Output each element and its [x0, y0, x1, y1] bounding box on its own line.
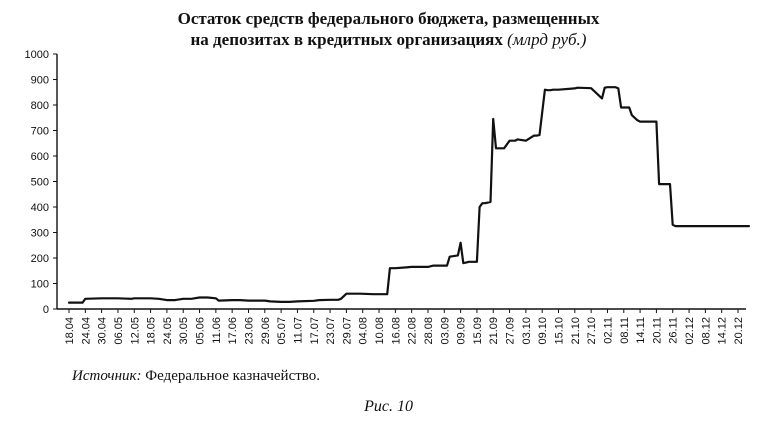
x-tick-label: 15.09 — [472, 317, 484, 345]
x-tick-label: 18.04 — [64, 317, 76, 345]
chart-title-unit: (млрд руб.) — [507, 30, 587, 49]
x-tick-label: 12.05 — [129, 317, 141, 345]
x-tick-label: 09.10 — [537, 317, 549, 345]
y-tick-label: 300 — [31, 228, 49, 240]
chart-title-line2: на депозитах в кредитных организациях (м… — [0, 29, 777, 50]
x-tick-label: 10.08 — [374, 317, 386, 345]
x-tick-label: 24.04 — [80, 317, 92, 345]
chart-title: Остаток средств федерального бюджета, ра… — [0, 8, 777, 50]
x-tick-label: 03.10 — [521, 317, 533, 345]
x-tick-label: 09.09 — [456, 317, 468, 345]
x-tick-label: 22.08 — [407, 317, 419, 345]
x-tick-label: 02.11 — [602, 317, 614, 344]
x-tick-label: 11.07 — [292, 317, 304, 344]
source-note: Источник: Федеральное казначейство. — [72, 368, 320, 385]
y-tick-label: 500 — [31, 177, 49, 189]
series-line — [67, 86, 751, 304]
x-tick-label: 03.09 — [439, 317, 451, 345]
x-tick-label: 17.07 — [309, 317, 321, 345]
chart-title-line1: Остаток средств федерального бюджета, ра… — [177, 9, 600, 28]
x-tick-label: 21.10 — [570, 317, 582, 345]
x-tick-label: 15.10 — [554, 317, 566, 345]
x-tick-label: 23.06 — [243, 317, 255, 345]
x-tick-label: 28.08 — [423, 317, 435, 345]
x-tick-label: 14.11 — [635, 317, 647, 344]
x-tick-label: 05.06 — [195, 317, 207, 345]
y-tick-label: 400 — [31, 202, 49, 214]
x-tick-label: 17.06 — [227, 317, 239, 345]
x-tick-label: 20.11 — [651, 317, 663, 344]
x-tick-label: 27.10 — [586, 317, 598, 345]
x-tick-label: 18.05 — [146, 317, 158, 345]
figure-caption: Рис. 10 — [364, 398, 413, 415]
x-tick-label: 23.07 — [325, 317, 337, 345]
x-tick-label: 29.06 — [260, 317, 272, 345]
y-tick-label: 900 — [31, 75, 49, 87]
y-tick-label: 800 — [31, 100, 49, 112]
chart-title-line2-text: на депозитах в кредитных организациях — [190, 30, 503, 49]
x-tick-label: 16.08 — [390, 317, 402, 345]
x-tick-label: 24.05 — [162, 317, 174, 345]
x-tick-label: 11.06 — [211, 317, 223, 344]
x-tick-label: 14.12 — [717, 317, 729, 345]
x-tick-label: 04.08 — [358, 317, 370, 345]
y-tick-label: 200 — [31, 253, 49, 265]
y-tick-label: 700 — [31, 126, 49, 138]
x-tick-label: 20.12 — [733, 317, 745, 345]
x-tick-label: 27.09 — [505, 317, 517, 345]
x-tick-label: 26.11 — [668, 317, 680, 344]
y-tick-label: 1000 — [25, 49, 49, 61]
y-tick-label: 100 — [31, 279, 49, 291]
source-text: Федеральное казначейство. — [141, 368, 321, 384]
x-tick-label: 02.12 — [684, 317, 696, 345]
x-tick-label: 08.11 — [619, 317, 631, 344]
x-tick-label: 30.05 — [178, 317, 190, 345]
x-tick-label: 29.07 — [341, 317, 353, 345]
x-tick-label: 30.04 — [97, 317, 109, 345]
y-tick-label: 0 — [43, 304, 49, 316]
source-label: Источник: — [72, 368, 142, 384]
x-tick-label: 21.09 — [488, 317, 500, 345]
x-tick-label: 06.05 — [113, 317, 125, 345]
x-tick-label: 08.12 — [700, 317, 712, 345]
x-tick-label: 05.07 — [276, 317, 288, 345]
y-tick-label: 600 — [31, 151, 49, 163]
